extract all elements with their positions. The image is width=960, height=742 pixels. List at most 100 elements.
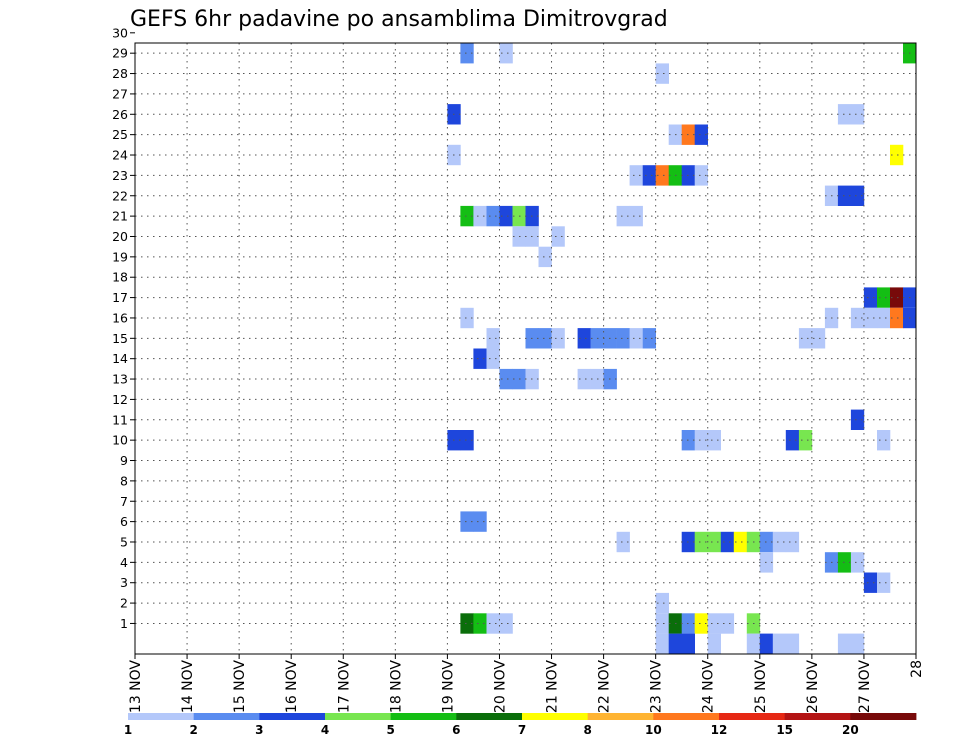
x-tick-label: 18 NOV <box>388 660 404 714</box>
precip-cell <box>694 531 708 553</box>
precip-cell <box>499 368 513 390</box>
precip-cell <box>551 328 565 349</box>
y-axis: 1234567891011121314151617181920212223242… <box>112 25 135 631</box>
x-tick-label: 15 NOV <box>232 660 248 714</box>
colorbar-label: 1 <box>124 723 132 737</box>
precip-cell <box>694 124 708 145</box>
x-tick-label: 22 NOV <box>597 660 613 714</box>
precip-cell <box>694 165 708 186</box>
colorbar-label: 4 <box>321 723 329 737</box>
precip-cell <box>850 104 865 125</box>
y-tick-label: 24 <box>112 148 128 163</box>
precip-cell <box>707 613 721 634</box>
precip-cell <box>890 287 904 308</box>
colorbar-label: 5 <box>386 723 394 737</box>
y-tick-label: 23 <box>112 168 128 183</box>
precip-cell <box>538 246 552 268</box>
colorbar-segment <box>587 713 654 720</box>
precip-cell <box>720 531 735 553</box>
precip-cell <box>733 531 748 553</box>
precip-cell <box>694 613 708 634</box>
precip-cell <box>473 511 487 532</box>
x-tick-label: 27 NOV <box>857 660 873 714</box>
x-tick-label: 26 NOV <box>805 660 821 714</box>
precip-cell <box>785 633 800 654</box>
precip-cell <box>837 104 852 125</box>
precip-cell <box>655 633 669 654</box>
colorbar-label: 7 <box>518 723 526 737</box>
y-tick-label: 22 <box>112 188 128 203</box>
precip-cell <box>577 368 591 390</box>
colorbar-segment <box>456 713 523 720</box>
precip-cell <box>616 531 630 553</box>
precip-cell <box>460 205 474 227</box>
y-tick-label: 7 <box>120 494 128 509</box>
colorbar-segment <box>784 713 851 720</box>
colorbar-label: 6 <box>452 723 460 737</box>
colorbar-segment <box>390 713 457 720</box>
colorbar-segment <box>325 713 392 720</box>
precip-cell <box>460 43 474 64</box>
grid-layer <box>135 43 916 654</box>
colorbar-segment <box>719 713 786 720</box>
colorbar-segment <box>128 713 195 720</box>
precip-cell <box>707 531 721 553</box>
colorbar-label: 3 <box>255 723 263 737</box>
y-tick-label: 29 <box>112 46 128 61</box>
colorbar-label: 2 <box>189 723 197 737</box>
plot-frame <box>134 42 917 655</box>
precip-cell <box>551 226 565 247</box>
precip-cell <box>759 633 774 654</box>
precip-cell <box>850 552 865 573</box>
y-tick-label: 21 <box>112 209 128 224</box>
precip-cell <box>460 307 474 329</box>
precip-cell <box>798 430 813 451</box>
colorbar-label: 8 <box>583 723 591 737</box>
precip-cell <box>538 328 552 349</box>
precip-cell <box>460 613 474 634</box>
y-tick-label: 4 <box>120 555 128 570</box>
precip-cell <box>785 430 800 451</box>
colorbar-label: 20 <box>842 723 859 737</box>
y-tick-label: 13 <box>112 372 128 387</box>
y-tick-label: 28 <box>112 66 128 81</box>
cells-layer <box>447 43 917 654</box>
precip-cell <box>850 633 865 654</box>
y-tick-label: 20 <box>112 229 128 244</box>
colorbar-segment <box>522 713 589 720</box>
colorbar-segment <box>653 713 720 720</box>
y-tick-label: 14 <box>112 351 128 366</box>
x-tick-label: 17 NOV <box>336 660 352 714</box>
y-tick-label: 15 <box>112 331 128 346</box>
precip-cell <box>655 592 669 614</box>
precip-cell <box>616 328 630 349</box>
y-tick-label: 6 <box>120 514 128 529</box>
y-tick-label: 26 <box>112 107 128 122</box>
precip-cell <box>877 307 891 329</box>
precip-cell <box>629 165 643 186</box>
y-tick-label: 2 <box>120 596 128 611</box>
y-tick-label: 10 <box>112 433 128 448</box>
precip-cell <box>850 409 865 430</box>
precip-cell <box>460 511 474 532</box>
colorbar: 1 2 3 4 5 6 7 8 10 12 15 20 <box>124 713 917 737</box>
y-tick-label: 19 <box>112 249 128 264</box>
y-tick-label: 17 <box>112 290 128 305</box>
precip-cell <box>642 328 656 349</box>
colorbar-segment <box>850 713 917 720</box>
precip-cell <box>850 185 865 206</box>
x-tick-label: 20 NOV <box>492 660 508 714</box>
precip-cell <box>746 633 761 654</box>
x-tick-label: 19 NOV <box>440 660 456 714</box>
precip-cell <box>486 328 500 349</box>
precip-cell <box>890 144 904 166</box>
precip-cell <box>499 43 513 64</box>
precip-cell <box>890 307 904 329</box>
colorbar-label: 10 <box>645 723 662 737</box>
precip-cell <box>655 63 669 84</box>
precip-cell <box>629 205 643 227</box>
precip-cell <box>486 613 500 634</box>
precip-cell <box>473 348 487 369</box>
colorbar-segment <box>259 713 326 720</box>
precip-cell <box>629 328 643 349</box>
